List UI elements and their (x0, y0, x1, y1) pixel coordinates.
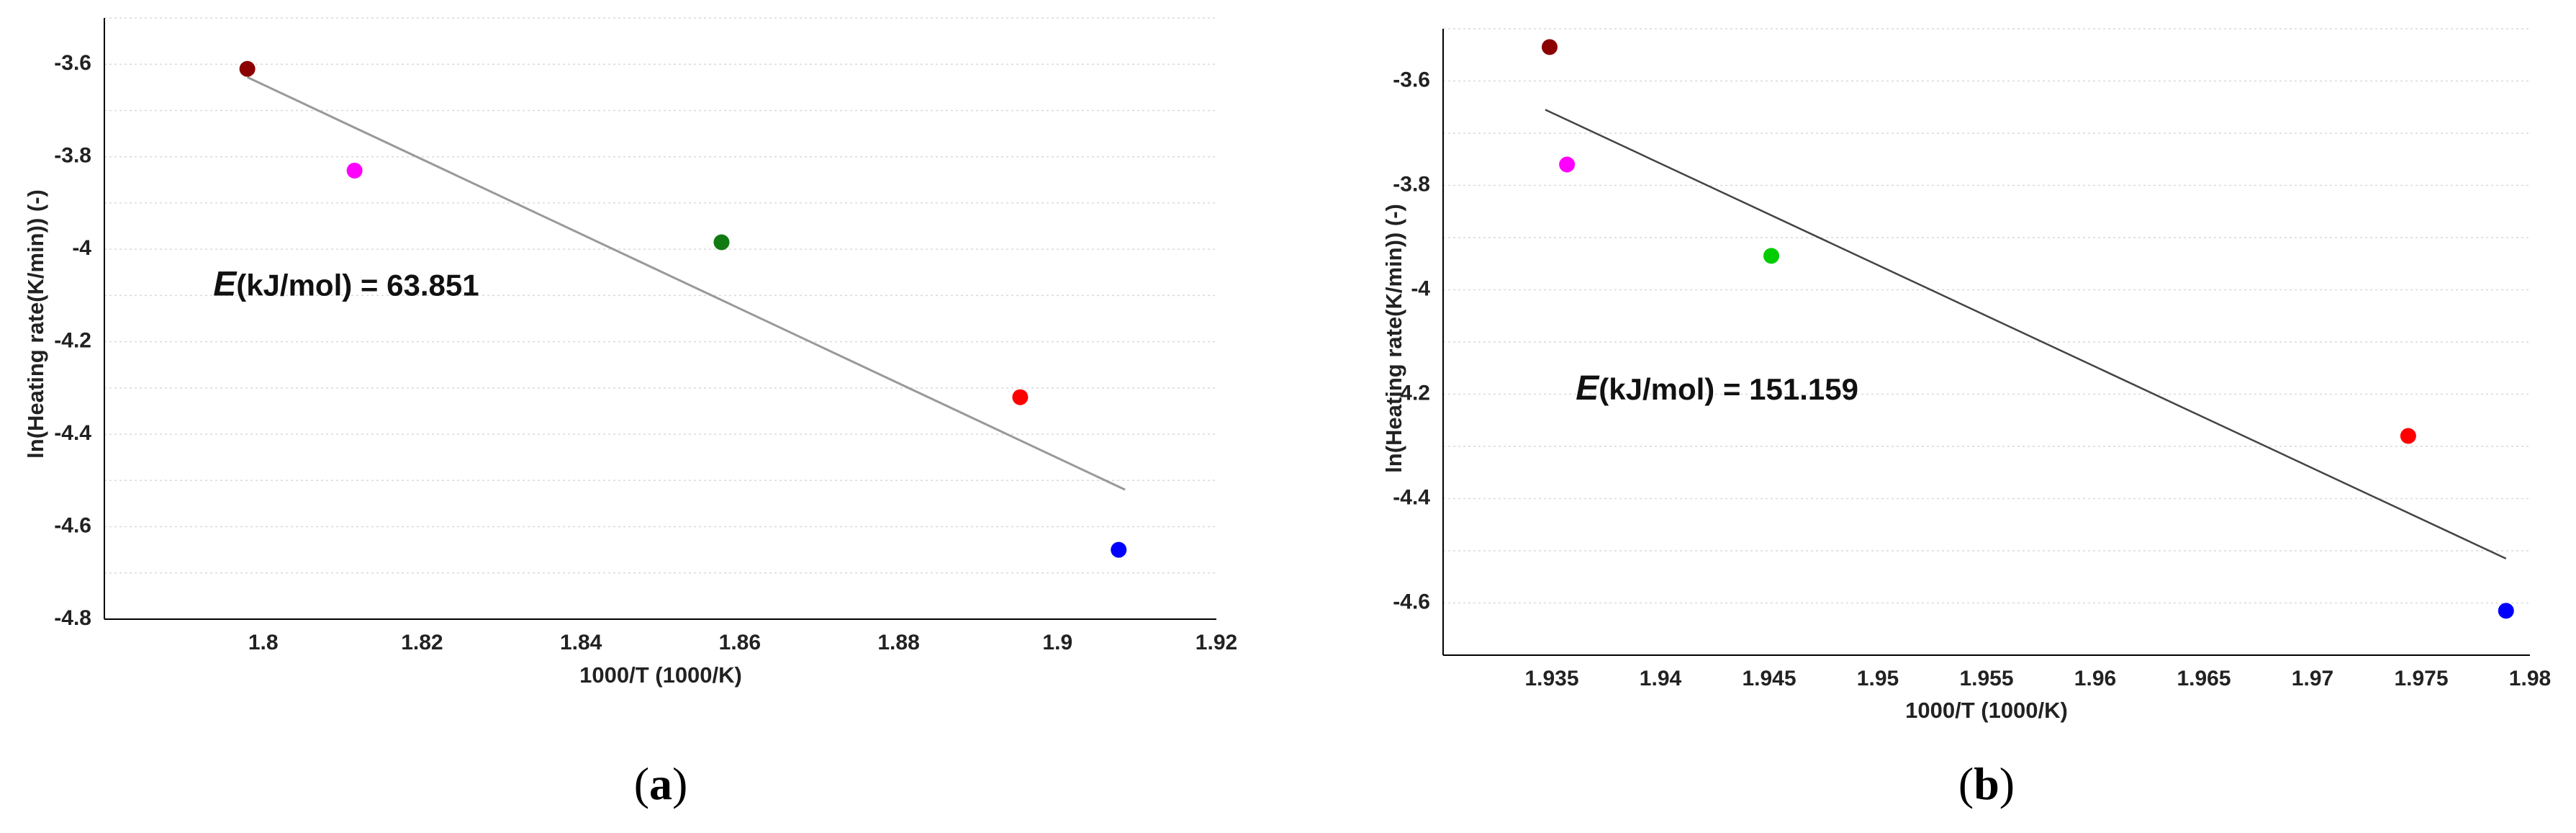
x-tick-label: 1.975 (2394, 667, 2448, 690)
panel-b-activation-energy-label: E(kJ/mol) = 151.159 (1576, 369, 1858, 408)
x-tick-label: 1.86 (719, 631, 761, 654)
y-tick-label: -4.6 (1393, 590, 1430, 613)
x-tick-label: 1.9 (1042, 631, 1072, 654)
data-point (1012, 389, 1029, 405)
y-tick-label: -3.8 (54, 144, 91, 168)
x-tick-label: 1.84 (560, 631, 602, 654)
y-tick-label: -4.4 (1393, 485, 1430, 509)
panel-a-caption: (a) (634, 758, 688, 809)
panel-a-gridlines (104, 17, 1216, 574)
data-point (2400, 428, 2416, 444)
data-point (1763, 248, 1780, 264)
panel-b-data-points (1541, 39, 2514, 619)
panel-b-fit-line (1545, 109, 2507, 560)
data-point (346, 162, 363, 179)
x-tick-label: 1.82 (401, 631, 443, 654)
panel-a-x-ticks: 1.8 1.82 1.84 1.86 1.88 1.9 1.92 (248, 631, 1237, 654)
data-point (239, 60, 256, 77)
panel-b: -3.6 -3.8 -4 -4.2 -4.4 -4.6 1.935 1.94 1… (1381, 28, 2551, 809)
panel-b-caption: (b) (1958, 758, 2015, 809)
energy-symbol: E (213, 265, 238, 303)
data-point (1541, 39, 1558, 55)
x-tick-label: 1.98 (2509, 667, 2551, 690)
y-tick-label: -3.6 (1393, 68, 1430, 91)
x-tick-label: 1.945 (1742, 667, 1796, 690)
panel-b-letter: b (1974, 758, 1999, 809)
panel-a-activation-energy-label: E(kJ/mol) = 63.851 (213, 265, 479, 303)
y-tick-label: -4.6 (54, 513, 91, 537)
x-tick-label: 1.96 (2074, 667, 2116, 690)
data-point (1559, 156, 1576, 173)
y-tick-label: -4 (72, 236, 91, 260)
x-tick-label: 1.92 (1196, 631, 1237, 654)
y-tick-label: -4.8 (54, 606, 91, 630)
x-tick-label: 1.955 (1959, 667, 2013, 690)
energy-value: (kJ/mol) = 63.851 (236, 268, 479, 302)
x-tick-label: 1.8 (248, 631, 279, 654)
panel-a-x-axis-label: 1000/T (1000/K) (579, 662, 742, 688)
y-tick-label: -3.6 (54, 51, 91, 75)
x-tick-label: 1.94 (1640, 667, 1682, 690)
panel-b-y-axis-label: ln(Heating rate(K/min)) (-) (1381, 204, 1406, 473)
energy-value: (kJ/mol) = 151.159 (1599, 372, 1858, 406)
panel-a-letter: a (649, 758, 672, 809)
data-point (1111, 541, 1127, 558)
y-tick-label: -3.8 (1393, 172, 1430, 196)
panel-a-y-ticks: -3.6 -3.8 -4 -4.2 -4.4 -4.6 -4.8 (54, 51, 91, 630)
y-tick-label: -4.2 (1393, 381, 1430, 405)
panel-b-x-axis-label: 1000/T (1000/K) (1905, 698, 2068, 723)
panel-a-data-points (239, 60, 1127, 558)
energy-symbol: E (1576, 369, 1600, 408)
panel-b-x-ticks: 1.935 1.94 1.945 1.95 1.955 1.96 1.965 1… (1524, 667, 2551, 690)
y-tick-label: -4.4 (54, 421, 91, 445)
x-tick-label: 1.97 (2292, 667, 2333, 690)
panel-a-y-axis-label: ln(Heating rate(K/min)) (-) (23, 189, 48, 459)
data-point (713, 234, 730, 251)
y-tick-label: -4.2 (54, 329, 91, 353)
x-tick-label: 1.95 (1857, 667, 1899, 690)
x-tick-label: 1.935 (1524, 667, 1578, 690)
panel-b-y-ticks: -3.6 -3.8 -4 -4.2 -4.4 -4.6 (1393, 68, 1430, 613)
y-tick-label: -4 (1411, 276, 1430, 300)
panel-a-fit-line (247, 76, 1126, 491)
panel-a: -3.6 -3.8 -4 -4.2 -4.4 -4.6 -4.8 1.8 1.8… (23, 17, 1237, 809)
x-tick-label: 1.965 (2177, 667, 2231, 690)
data-point (2498, 603, 2514, 619)
x-tick-label: 1.88 (877, 631, 919, 654)
